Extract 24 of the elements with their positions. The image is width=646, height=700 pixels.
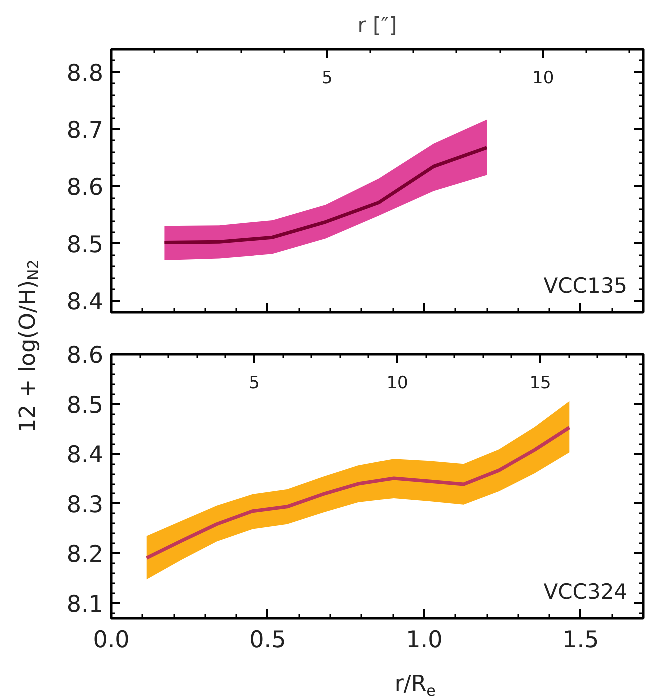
x2-tick-label: 10 — [386, 374, 408, 394]
y-tick-label: 8.6 — [66, 343, 104, 369]
annotation: VCC135 — [544, 274, 628, 298]
x-tick-label: 1.0 — [406, 628, 443, 654]
annotation: VCC324 — [544, 580, 628, 604]
y-tick-label: 8.7 — [66, 118, 104, 144]
x2-tick-label: 5 — [249, 374, 260, 394]
y-tick-label: 8.8 — [66, 60, 104, 87]
x-tick-label: 0.0 — [93, 628, 130, 654]
y-tick-label: 8.1 — [66, 592, 104, 618]
x2-tick-label: 15 — [530, 374, 552, 394]
y-tick-label: 8.6 — [66, 175, 104, 202]
x-tick-label: 0.5 — [250, 628, 286, 654]
x2-tick-label: 10 — [532, 68, 554, 88]
y-tick-label: 8.2 — [66, 542, 104, 568]
x2-axis-title: r [″] — [358, 14, 398, 38]
y-axis-title: 12 + log(O/H)N2 — [16, 260, 42, 433]
y-tick-label: 8.4 — [66, 442, 104, 469]
x2-tick-label: 5 — [322, 68, 333, 88]
x-tick-label: 1.5 — [562, 628, 600, 654]
y-tick-label: 8.4 — [66, 290, 104, 316]
y-tick-label: 8.5 — [66, 232, 104, 258]
y-tick-label: 8.3 — [66, 492, 104, 518]
y-tick-label: 8.5 — [66, 392, 104, 419]
